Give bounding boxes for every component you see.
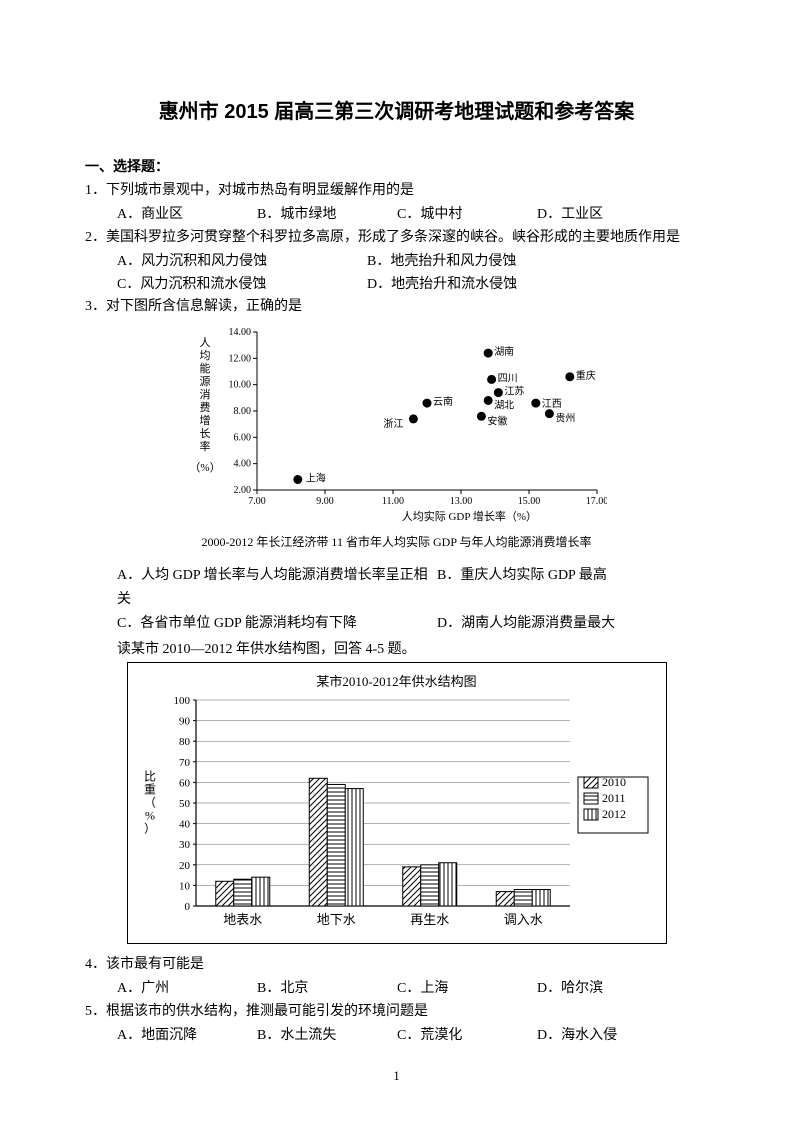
q5-opt-c: C．荒漠化 [397, 1025, 537, 1047]
svg-text:%: % [145, 808, 155, 822]
svg-text:40: 40 [179, 818, 191, 830]
q4-opt-c: C．上海 [397, 978, 537, 1000]
page-number: 1 [0, 1068, 793, 1084]
q1-text: 1．下列城市景观中，对城市热岛有明显缓解作用的是 [85, 180, 708, 202]
q5-opt-b: B．水土流失 [257, 1025, 397, 1047]
svg-text:源: 源 [199, 374, 210, 388]
q2-opt-d: D．地壳抬升和流水侵蚀 [367, 274, 617, 296]
bar-chart-container: 某市2010-2012年供水结构图 0 10 20 30 40 50 60 70 80 90 100… [127, 662, 667, 944]
scatter-svg: 2.00 4.00 6.00 8.00 10.00 12.00 14.00 7.00 9.00 1… [187, 324, 607, 524]
svg-text:能: 能 [199, 361, 210, 375]
q3-text: 3．对下图所含信息解读，正确的是 [85, 296, 708, 318]
svg-text:江苏: 江苏 [504, 385, 524, 398]
q2-opt-a: A．风力沉积和风力侵蚀 [117, 251, 367, 273]
svg-text:6.00: 6.00 [233, 433, 251, 444]
svg-text:贵州: 贵州 [555, 412, 575, 425]
svg-text:浙江: 浙江 [383, 418, 403, 430]
svg-text:增: 增 [199, 413, 210, 427]
svg-text:安徽: 安徽 [487, 415, 507, 428]
q3-opt-a: A．人均 GDP 增长率与人均能源消费增长率呈正相关 [117, 564, 437, 612]
scatter-chart: 2.00 4.00 6.00 8.00 10.00 12.00 14.00 7.00 9.00 1… [187, 324, 607, 529]
read-note: 读某市 2010—2012 年供水结构图，回答 4-5 题。 [85, 638, 708, 658]
svg-text:再生水: 再生水 [410, 912, 449, 927]
svg-text:7.00: 7.00 [248, 496, 266, 507]
q4-opt-d: D．哈尔滨 [537, 978, 677, 1000]
q2-opt-b: B．地壳抬升和风力侵蚀 [367, 251, 617, 273]
svg-text:）: ） [143, 821, 155, 835]
svg-text:15.00: 15.00 [517, 496, 540, 507]
svg-text:人均实际 GDP 增长率（%）: 人均实际 GDP 增长率（%） [401, 509, 536, 523]
q4-opt-b: B．北京 [257, 978, 397, 1000]
q3-options: A．人均 GDP 增长率与人均能源消费增长率呈正相关 B．重庆人均实际 GDP … [85, 564, 708, 635]
svg-text:人: 人 [199, 336, 210, 349]
svg-text:2.00: 2.00 [233, 485, 251, 496]
q1-opt-a: A．商业区 [117, 204, 257, 226]
svg-text:4.00: 4.00 [233, 459, 251, 470]
svg-text:17.00: 17.00 [585, 496, 606, 507]
q1-options: A．商业区 B．城市绿地 C．城中村 D．工业区 [85, 204, 708, 226]
svg-text:上海: 上海 [305, 472, 325, 485]
svg-text:90: 90 [179, 715, 191, 727]
section-header: 一、选择题： [85, 156, 708, 176]
q2-options: A．风力沉积和风力侵蚀 B．地壳抬升和风力侵蚀 C．风力沉积和流水侵蚀 D．地壳… [85, 251, 708, 296]
q5-opt-d: D．海水入侵 [537, 1025, 677, 1047]
svg-text:12.00: 12.00 [228, 354, 251, 365]
svg-text:13.00: 13.00 [449, 496, 472, 507]
svg-text:湖南: 湖南 [494, 345, 514, 358]
svg-text:70: 70 [179, 757, 191, 769]
q1-opt-d: D．工业区 [537, 204, 677, 226]
svg-text:0: 0 [184, 901, 190, 913]
page-title: 惠州市 2015 届高三第三次调研考地理试题和参考答案 [85, 95, 708, 124]
q4-opt-a: A．广州 [117, 978, 257, 1000]
svg-text:11.00: 11.00 [381, 496, 403, 507]
svg-text:比: 比 [143, 769, 155, 783]
svg-text:60: 60 [179, 777, 191, 789]
scatter-caption: 2000-2012 年长江经济带 11 省市年人均实际 GDP 与年人均能源消费… [85, 533, 708, 550]
q5-opt-a: A．地面沉降 [117, 1025, 257, 1047]
svg-text:2012: 2012 [602, 807, 626, 821]
svg-text:（: （ [143, 795, 155, 809]
svg-text:10: 10 [179, 880, 191, 892]
q5-options: A．地面沉降 B．水土流失 C．荒漠化 D．海水入侵 [85, 1025, 708, 1047]
svg-text:重庆: 重庆 [575, 369, 595, 382]
svg-text:9.00: 9.00 [316, 496, 334, 507]
q1-opt-c: C．城中村 [397, 204, 537, 226]
q3-opt-b: B．重庆人均实际 GDP 最高 [437, 564, 697, 612]
svg-text:消: 消 [199, 387, 210, 401]
svg-text:重: 重 [143, 782, 155, 796]
svg-text:80: 80 [179, 736, 191, 748]
svg-text:地下水: 地下水 [316, 912, 355, 927]
svg-text:地表水: 地表水 [223, 912, 262, 927]
svg-text:14.00: 14.00 [228, 327, 251, 338]
svg-text:30: 30 [179, 839, 191, 851]
svg-text:江西: 江西 [541, 398, 561, 410]
svg-text:湖北: 湖北 [494, 400, 514, 412]
q5-text: 5．根据该市的供水结构，推测最可能引发的环境问题是 [85, 1001, 708, 1023]
svg-text:四川: 四川 [497, 374, 517, 385]
svg-text:长: 长 [199, 427, 210, 440]
svg-text:2011: 2011 [602, 791, 626, 805]
q3-opt-d: D．湖南人均能源消费量最大 [437, 612, 697, 636]
svg-text:8.00: 8.00 [233, 406, 251, 417]
bar-chart-title: 某市2010-2012年供水结构图 [134, 671, 660, 690]
bar-svg: 0 10 20 30 40 50 60 70 80 90 100 地表水 地下水 再生水 调入水 比重（%） 2… [134, 694, 660, 934]
q1-opt-b: B．城市绿地 [257, 204, 397, 226]
svg-text:10.00: 10.00 [228, 380, 251, 391]
q2-text: 2．美国科罗拉多河贯穿整个科罗拉多高原，形成了多条深邃的峡谷。峡谷形成的主要地质… [85, 227, 708, 249]
svg-text:（%）: （%） [189, 461, 220, 474]
svg-text:云南: 云南 [433, 395, 453, 408]
svg-text:率: 率 [199, 439, 210, 453]
q2-opt-c: C．风力沉积和流水侵蚀 [117, 274, 367, 296]
q4-text: 4．该市最有可能是 [85, 954, 708, 976]
svg-text:均: 均 [199, 349, 210, 362]
svg-text:100: 100 [173, 695, 190, 707]
svg-text:20: 20 [179, 860, 191, 872]
svg-text:费: 费 [199, 401, 210, 414]
svg-text:2010: 2010 [602, 775, 626, 789]
q3-opt-c: C．各省市单位 GDP 能源消耗均有下降 [117, 612, 437, 636]
svg-text:50: 50 [179, 798, 191, 810]
svg-text:调入水: 调入水 [503, 912, 542, 927]
q4-options: A．广州 B．北京 C．上海 D．哈尔滨 [85, 978, 708, 1000]
